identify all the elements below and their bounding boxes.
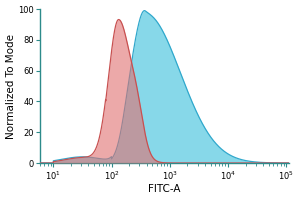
Y-axis label: Normalized To Mode: Normalized To Mode — [6, 34, 16, 139]
X-axis label: FITC-A: FITC-A — [148, 184, 181, 194]
